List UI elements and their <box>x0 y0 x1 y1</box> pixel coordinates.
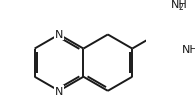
Text: N: N <box>55 86 63 96</box>
Text: 2: 2 <box>178 3 183 12</box>
Text: NH: NH <box>171 0 188 10</box>
Text: N: N <box>55 30 63 40</box>
Text: NH: NH <box>182 44 195 54</box>
